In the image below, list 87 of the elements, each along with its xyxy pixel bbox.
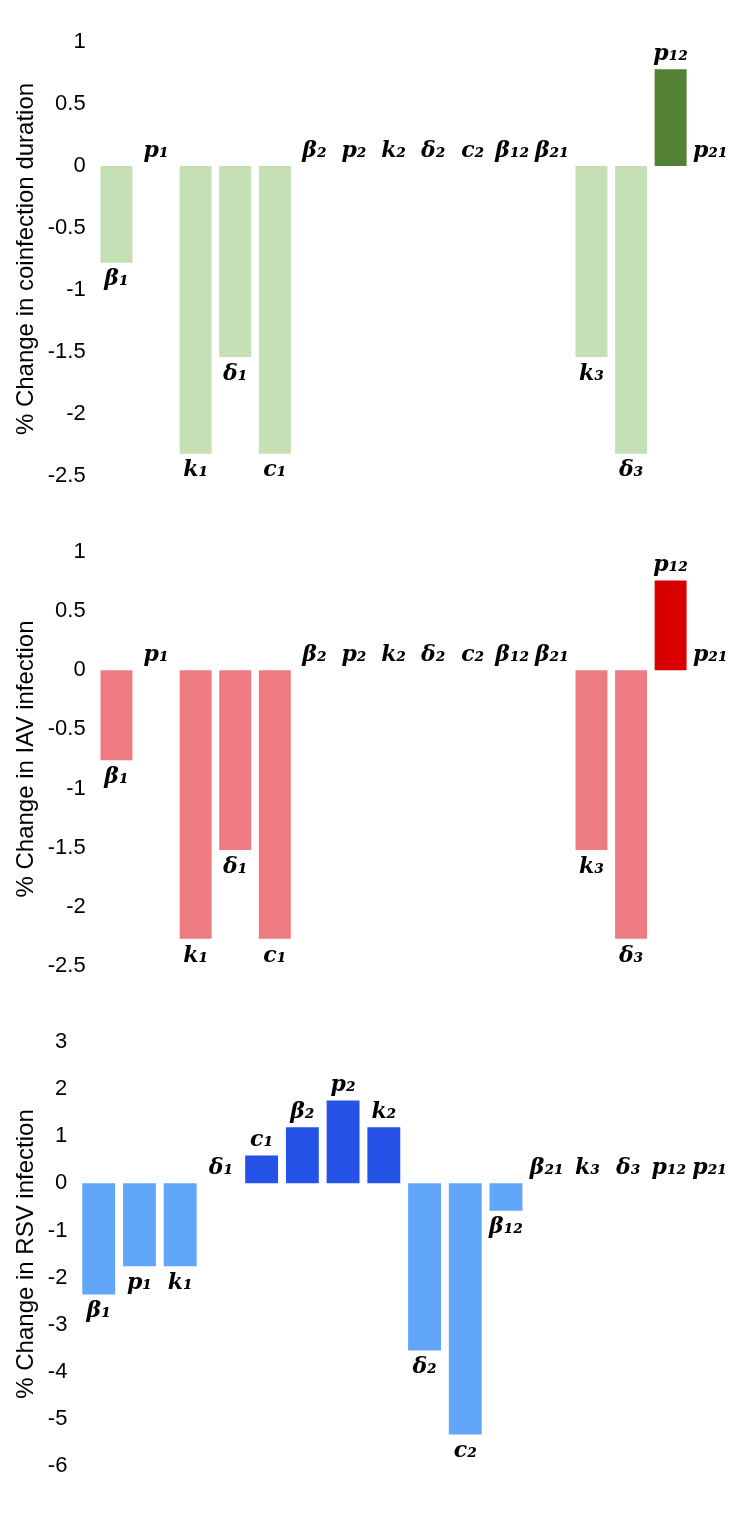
bar: [448, 1183, 482, 1435]
x-tick-label: k₁: [167, 1267, 193, 1294]
x-tick-label: c₁: [263, 455, 287, 482]
bar: [163, 1183, 197, 1267]
bar: [245, 1155, 279, 1184]
y-tick-label: -2: [66, 400, 86, 426]
x-tick-label: β₂: [301, 135, 327, 162]
x-tick-label: δ₁: [222, 851, 248, 878]
x-tick-label: δ₃: [617, 455, 644, 482]
y-tick-label: -2: [47, 1263, 68, 1289]
y-tick-label: 0: [55, 1169, 68, 1195]
y-tick-label: -1.5: [47, 833, 86, 859]
x-tick-label: δ₂: [419, 135, 446, 162]
bar: [489, 1183, 523, 1211]
x-tick-label: p₂: [341, 640, 367, 666]
bar: [82, 1183, 116, 1295]
x-tick-label: p₁: [143, 135, 169, 162]
y-tick-label: -2.5: [47, 462, 86, 488]
bar: [367, 1127, 401, 1184]
x-tick-label: β₁: [103, 761, 129, 788]
x-tick-label: k₃: [579, 851, 605, 878]
x-tick-label: p₂₁: [692, 640, 728, 666]
y-tick-label: 0: [73, 152, 86, 178]
x-tick-label: β₁₂: [494, 640, 530, 666]
y-tick-label: -1.5: [47, 338, 86, 364]
y-tick-label: 0: [73, 656, 86, 682]
y-tick-label: 0.5: [55, 90, 86, 116]
x-tick-label: β₁₂: [494, 135, 530, 162]
y-tick-label: -6: [47, 1452, 68, 1478]
x-tick-label: k₃: [579, 358, 605, 385]
y-tick-label: -2: [66, 892, 86, 918]
y-tick-label: -0.5: [47, 214, 86, 240]
x-tick-label: p₁: [143, 640, 169, 666]
y-tick-label: 3: [55, 1028, 68, 1054]
x-tick-label: δ₂: [411, 1352, 437, 1379]
y-tick-label: -1: [47, 1216, 68, 1242]
x-tick-label: p₁₂: [653, 550, 688, 577]
x-tick-label: k₂: [381, 640, 407, 666]
x-tick-label: c₁: [263, 940, 287, 967]
y-tick-label: -3: [47, 1310, 68, 1336]
x-tick-label: k₂: [371, 1096, 397, 1123]
x-tick-label: p₂₁: [692, 1153, 727, 1180]
x-tick-label: β₂₁: [533, 640, 569, 666]
y-tick-label: 1: [73, 538, 86, 564]
x-tick-label: β₂₁: [533, 135, 569, 162]
y-axis-title: % Change in coinfection duration: [11, 82, 39, 436]
x-tick-label: k₁: [183, 455, 209, 482]
x-tick-label: p₂₁: [692, 135, 728, 162]
x-tick-label: c₁: [250, 1125, 274, 1152]
y-tick-label: 0.5: [55, 597, 86, 623]
x-tick-label: β₁: [85, 1296, 111, 1323]
y-tick-label: -2.5: [47, 952, 86, 978]
x-tick-label: δ₃: [615, 1153, 641, 1180]
x-tick-label: δ₁: [222, 358, 248, 385]
bar: [408, 1183, 441, 1351]
bar: [326, 1100, 360, 1184]
bar: [123, 1183, 156, 1267]
x-tick-label: β₂: [301, 640, 327, 666]
bar: [285, 1127, 319, 1184]
y-axis-title: % Change in IAV infection: [11, 620, 39, 898]
y-tick-label: -1: [66, 276, 86, 302]
y-tick-label: -0.5: [47, 715, 86, 741]
y-tick-label: -4: [47, 1357, 68, 1383]
x-tick-label: p₁: [126, 1267, 152, 1294]
y-tick-label: 1: [73, 28, 86, 54]
x-tick-label: p₁₂: [651, 1153, 687, 1180]
x-tick-label: c₂: [453, 1436, 477, 1463]
x-tick-label: β₂: [289, 1096, 315, 1123]
x-tick-label: p₁₂: [653, 39, 688, 65]
x-tick-label: k₁: [183, 940, 209, 967]
x-tick-label: k₃: [575, 1153, 601, 1180]
x-tick-label: p₂: [330, 1070, 356, 1097]
x-tick-label: p₂: [341, 135, 367, 162]
x-tick-label: c₂: [461, 640, 485, 666]
y-tick-label: -5: [47, 1404, 68, 1430]
y-tick-label: -1: [66, 774, 86, 800]
y-axis-title: % Change in RSV infection: [11, 1109, 39, 1399]
y-tick-label: 1: [55, 1122, 68, 1148]
x-tick-label: k₂: [381, 135, 407, 162]
x-tick-label: β₁₂: [488, 1212, 523, 1239]
x-tick-label: β₂₁: [528, 1153, 564, 1180]
x-tick-label: β₁: [103, 264, 129, 291]
x-tick-label: δ₃: [617, 940, 644, 967]
y-tick-label: 2: [55, 1075, 68, 1101]
x-tick-label: δ₁: [207, 1153, 234, 1180]
x-tick-label: δ₂: [419, 640, 446, 666]
x-tick-label: c₂: [461, 135, 485, 162]
